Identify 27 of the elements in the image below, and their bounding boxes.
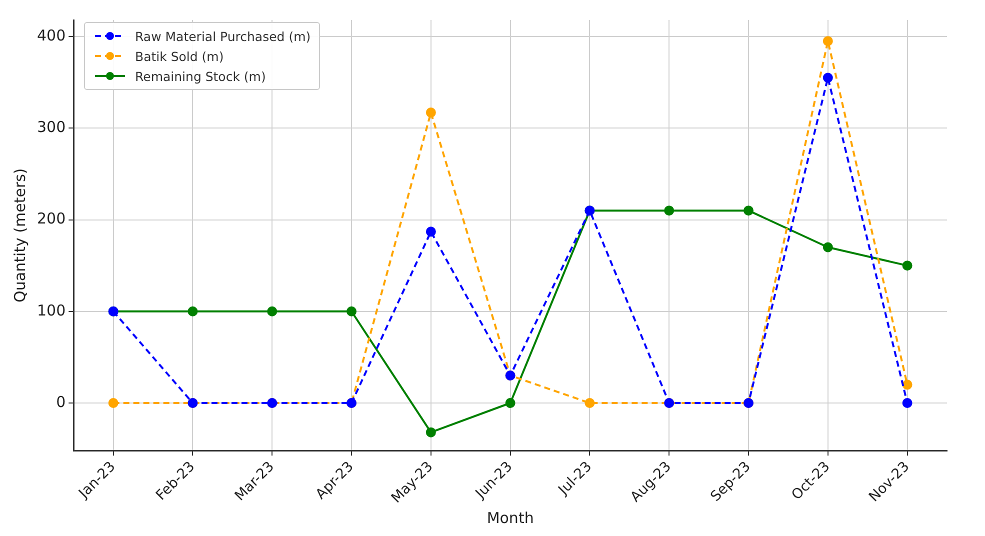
- legend-label: Batik Sold (m): [135, 48, 224, 64]
- point: [426, 108, 436, 118]
- point: [744, 206, 754, 216]
- y-tick-label: 0: [56, 392, 66, 411]
- point: [902, 260, 912, 271]
- point: [505, 398, 516, 408]
- point: [426, 427, 436, 438]
- x-axis-title: Month: [486, 508, 534, 527]
- legend-label: Remaining Stock (m): [135, 68, 266, 84]
- point: [902, 380, 912, 390]
- point: [346, 306, 357, 316]
- point: [822, 72, 833, 83]
- point: [902, 398, 912, 408]
- point: [426, 226, 436, 237]
- y-tick-label: 200: [36, 210, 66, 228]
- point: [267, 306, 278, 316]
- y-tick-label: 400: [36, 26, 66, 44]
- y-tick-label: 300: [36, 118, 66, 136]
- y-axis-title: Quantity (meters): [10, 168, 29, 302]
- point: [664, 206, 674, 216]
- point: [188, 306, 198, 316]
- point: [822, 242, 833, 252]
- legend-label: Raw Material Purchased (m): [135, 28, 311, 44]
- point: [584, 398, 595, 408]
- point: [822, 36, 833, 46]
- point: [108, 398, 118, 408]
- y-tick-label: 100: [36, 301, 66, 320]
